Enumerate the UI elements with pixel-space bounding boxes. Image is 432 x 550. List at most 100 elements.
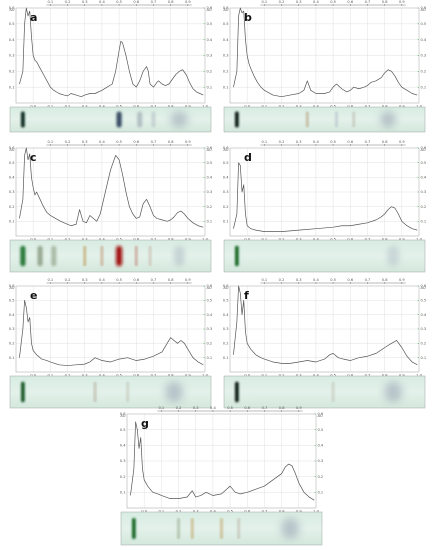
- x-tick-label: 0.4: [313, 374, 319, 378]
- top-tick-label: 0.8: [168, 140, 174, 144]
- y-tick-label-right: 0.5: [207, 299, 213, 303]
- strip-band: [380, 111, 396, 128]
- strip-band: [219, 517, 224, 540]
- x-tick-label: 0.1: [48, 374, 54, 378]
- y-tick-label-left: 0.6: [120, 412, 126, 416]
- densitogram-curve: [19, 299, 204, 366]
- top-tick-label: 0.4: [99, 278, 105, 282]
- strip-band: [174, 245, 185, 267]
- y-tick-label-right: 0.2: [421, 342, 427, 346]
- y-tick-label-left: 0.5: [223, 299, 229, 303]
- y-tick-label-right: 0.6: [318, 412, 324, 416]
- top-tick-label: 0.5: [116, 278, 122, 282]
- y-tick-label-right: 0.3: [421, 190, 427, 194]
- y-unit-label-left: AU: [120, 414, 125, 418]
- top-tick-label: 0.1: [159, 406, 165, 410]
- panel-g: 0.0 0.1 0.2 0.3 0.4 0.5 0.6 0.7 0.8 0.9 1.0 0.1 0.1 0…: [120, 406, 324, 546]
- x-tick-label: 0.3: [82, 374, 88, 378]
- x-tick-label: 0.4: [313, 238, 319, 242]
- strip-band: [100, 245, 104, 267]
- y-tick-label-left: 0.2: [223, 70, 229, 74]
- y-tick-label-left: 0.2: [120, 475, 126, 479]
- y-unit-label-right: AU: [421, 148, 426, 152]
- top-tick-label: 0.8: [279, 406, 285, 410]
- panel-letter: e: [30, 289, 37, 302]
- x-tick-label: 0.2: [279, 238, 285, 242]
- panel-letter: b: [244, 11, 252, 24]
- x-tick-label: 0.9: [185, 238, 191, 242]
- strip-band: [234, 111, 239, 128]
- top-tick-label: 0.8: [382, 140, 388, 144]
- x-tick-label: 0.6: [133, 374, 139, 378]
- y-tick-label-left: 0.3: [223, 327, 229, 331]
- x-tick-label: 1.0: [202, 105, 208, 109]
- y-tick-label-left: 0.4: [223, 38, 229, 42]
- top-tick-label: 0.4: [313, 0, 319, 4]
- x-tick-label: 0.3: [82, 238, 88, 242]
- y-tick-label-left: 0.3: [120, 459, 126, 463]
- y-unit-label-right: AU: [421, 286, 426, 290]
- y-tick-label-right: 0.4: [207, 38, 213, 42]
- panel-letter: d: [244, 151, 252, 164]
- top-tick-label: 0.3: [82, 140, 88, 144]
- y-unit-label-left: AU: [9, 286, 14, 290]
- y-tick-label-right: 0.2: [318, 475, 324, 479]
- y-tick-label-right: 0.1: [318, 491, 324, 495]
- y-tick-label-left: 0.2: [9, 70, 15, 74]
- x-tick-label: 0.1: [262, 105, 268, 109]
- x-tick-label: 0.9: [399, 238, 405, 242]
- x-tick-label: 0.8: [382, 105, 388, 109]
- top-tick-label: 0.5: [116, 140, 122, 144]
- top-tick-label: 0.9: [399, 0, 405, 4]
- tlc-strip: [223, 106, 426, 133]
- top-tick-label: 0.4: [313, 140, 319, 144]
- strip-band: [93, 381, 97, 403]
- y-unit-label-right: AU: [207, 286, 212, 290]
- y-unit-label-left: AU: [223, 148, 228, 152]
- y-tick-label-left: 0.1: [120, 491, 126, 495]
- x-tick-label: 0.3: [193, 510, 199, 514]
- strip-band: [116, 245, 123, 267]
- densitogram-curve: [130, 421, 315, 501]
- x-tick-label: 0.7: [151, 238, 157, 242]
- y-tick-label-left: 0.3: [9, 327, 15, 331]
- top-tick-label: 0.5: [330, 0, 336, 4]
- tlc-strip: [9, 106, 212, 133]
- top-tick-label: 0.6: [244, 406, 250, 410]
- y-unit-label-left: AU: [223, 286, 228, 290]
- y-tick-label-right: 0.1: [207, 220, 213, 224]
- y-tick-label-left: 0.5: [9, 299, 15, 303]
- strip-band: [384, 381, 402, 403]
- top-tick-label: 0.5: [330, 140, 336, 144]
- top-tick-label: 0.4: [313, 278, 319, 282]
- x-tick-label: 0.6: [133, 238, 139, 242]
- panel-letter: c: [30, 151, 37, 164]
- y-tick-label-left: 0.6: [9, 6, 15, 10]
- x-tick-label: 0.2: [65, 374, 71, 378]
- x-tick-label: 0.6: [347, 105, 353, 109]
- strip-band: [281, 517, 299, 540]
- densitogram-curve: [19, 7, 204, 98]
- y-tick-label-right: 0.5: [421, 22, 427, 26]
- y-tick-label-right: 0.4: [318, 444, 324, 448]
- x-tick-label: 0.9: [296, 510, 302, 514]
- x-tick-label: 0.7: [365, 105, 371, 109]
- top-tick-label: 0.1: [262, 140, 268, 144]
- x-tick-label: 0.0: [30, 374, 36, 378]
- x-tick-label: 0.6: [347, 238, 353, 242]
- top-tick-label: 0.2: [65, 278, 71, 282]
- strip-band: [37, 245, 43, 267]
- top-tick-label: 0.3: [193, 406, 199, 410]
- x-tick-label: 0.4: [99, 238, 105, 242]
- strip-band: [83, 245, 87, 267]
- y-tick-label-left: 0.2: [223, 205, 229, 209]
- strip-band: [176, 517, 181, 540]
- tlc-strip: [9, 239, 212, 273]
- y-tick-label-right: 0.3: [207, 327, 213, 331]
- y-tick-label-right: 0.3: [318, 459, 324, 463]
- x-tick-label: 0.9: [185, 374, 191, 378]
- y-tick-label-left: 0.5: [9, 161, 15, 165]
- top-tick-label: 0.1: [262, 0, 268, 4]
- strip-band: [20, 245, 26, 267]
- x-tick-label: 0.9: [399, 374, 405, 378]
